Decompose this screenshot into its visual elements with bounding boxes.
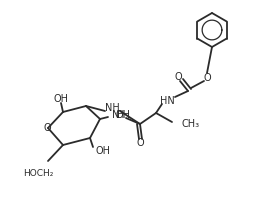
Text: HN: HN: [160, 96, 174, 106]
Text: OH: OH: [54, 94, 68, 104]
Text: O: O: [136, 138, 144, 148]
Text: N: N: [112, 110, 120, 120]
Text: CH₃: CH₃: [182, 119, 200, 129]
Text: OH: OH: [95, 146, 110, 156]
Text: HOCH₂: HOCH₂: [23, 168, 53, 177]
Text: H: H: [117, 110, 125, 120]
Text: O: O: [174, 72, 182, 82]
Text: O: O: [203, 73, 211, 83]
Text: OH: OH: [115, 110, 130, 120]
Text: NH: NH: [105, 103, 119, 113]
Text: O: O: [43, 123, 51, 133]
